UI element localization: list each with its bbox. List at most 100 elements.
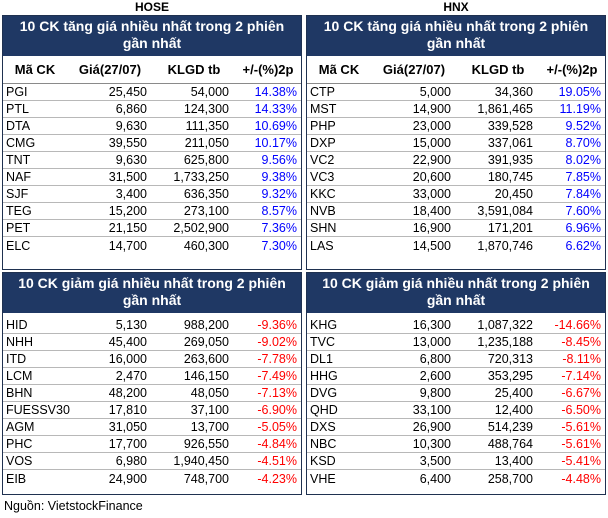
stock-change: 10.69% bbox=[254, 119, 297, 133]
stock-symbol: DL1 bbox=[310, 352, 333, 366]
stock-change: 7.84% bbox=[565, 187, 601, 201]
table-row: SJF 3,400 636,350 9.32% bbox=[3, 186, 301, 203]
hnx-losers-panel: 10 CK giảm giá nhiều nhất trong 2 phiên … bbox=[306, 272, 606, 495]
stock-volume: 273,100 bbox=[183, 204, 229, 218]
stock-volume: 636,350 bbox=[183, 187, 229, 201]
stock-symbol: KKC bbox=[310, 187, 336, 201]
stock-price: 6,980 bbox=[115, 454, 147, 468]
stock-change: 6.96% bbox=[565, 221, 601, 235]
table-row: DL1 6,800 720,313 -8.11% bbox=[307, 351, 605, 368]
stock-symbol: VC2 bbox=[310, 153, 335, 167]
table-row: QHD 33,100 12,400 -6.50% bbox=[307, 402, 605, 419]
stock-volume: 748,700 bbox=[183, 471, 229, 486]
table-body: KHG 16,300 1,087,322 -14.66% TVC 13,000 1,235,… bbox=[307, 317, 605, 487]
stock-price: 25,450 bbox=[108, 85, 147, 99]
table-row: PHP 23,000 339,528 9.52% bbox=[307, 118, 605, 135]
stock-change: -6.90% bbox=[257, 403, 297, 417]
stock-price: 14,700 bbox=[108, 238, 147, 253]
table-row: DXS 26,900 514,239 -5.61% bbox=[307, 419, 605, 436]
stock-symbol: NAF bbox=[6, 170, 31, 184]
stock-change: 9.38% bbox=[261, 170, 297, 184]
table-row: HHG 2,600 353,295 -7.14% bbox=[307, 368, 605, 385]
col-change: +/-(%)2p bbox=[242, 62, 294, 77]
stock-change: -6.50% bbox=[561, 403, 601, 417]
hose-losers-panel: 10 CK giảm giá nhiều nhất trong 2 phiên … bbox=[2, 272, 302, 495]
stock-change: -9.02% bbox=[257, 335, 297, 349]
stock-price: 24,900 bbox=[108, 471, 147, 486]
hnx-gainers-panel: 10 CK tăng giá nhiều nhất trong 2 phiên … bbox=[306, 15, 606, 270]
stock-symbol: LAS bbox=[310, 238, 334, 253]
table-row: TNT 9,630 625,800 9.56% bbox=[3, 152, 301, 169]
stock-change: -4.51% bbox=[257, 454, 297, 468]
stock-volume: 48,050 bbox=[190, 386, 229, 400]
stock-volume: 146,150 bbox=[183, 369, 229, 383]
stock-change: -4.23% bbox=[257, 471, 297, 486]
stock-symbol: CMG bbox=[6, 136, 36, 150]
table-row: VC2 22,900 391,935 8.02% bbox=[307, 152, 605, 169]
stock-price: 9,630 bbox=[115, 153, 147, 167]
table-row: PTL 6,860 124,300 14.33% bbox=[3, 101, 301, 118]
stock-price: 26,900 bbox=[412, 420, 451, 434]
stock-price: 16,900 bbox=[412, 221, 451, 235]
stock-change: -8.45% bbox=[561, 335, 601, 349]
stock-price: 16,000 bbox=[108, 352, 147, 366]
stock-volume: 2,502,900 bbox=[173, 221, 229, 235]
stock-price: 9,630 bbox=[115, 119, 147, 133]
stock-price: 39,550 bbox=[108, 136, 147, 150]
stock-change: -5.61% bbox=[561, 437, 601, 451]
stock-symbol: MST bbox=[310, 102, 337, 116]
stock-price: 22,900 bbox=[412, 153, 451, 167]
table-row: LCM 2,470 146,150 -7.49% bbox=[3, 368, 301, 385]
table-row: NVB 18,400 3,591,084 7.60% bbox=[307, 203, 605, 220]
stock-change: -7.78% bbox=[257, 352, 297, 366]
panel-header: 10 CK tăng giá nhiều nhất trong 2 phiên … bbox=[307, 16, 605, 56]
column-headers: Mã CK Giá(27/07) KLGD tb +/-(%)2p bbox=[307, 56, 605, 84]
stock-price: 31,050 bbox=[108, 420, 147, 434]
stock-change: -7.13% bbox=[257, 386, 297, 400]
stock-symbol: VOS bbox=[6, 454, 33, 468]
col-symbol: Mã CK bbox=[318, 62, 360, 77]
stock-symbol: LCM bbox=[6, 369, 33, 383]
table-row: PHC 17,700 926,550 -4.84% bbox=[3, 436, 301, 453]
table-body: CTP 5,000 34,360 19.05% MST 14,900 1,861,465 11… bbox=[307, 84, 605, 254]
stock-price: 5,000 bbox=[419, 85, 451, 99]
stock-symbol: NBC bbox=[310, 437, 337, 451]
panel-header: 10 CK tăng giá nhiều nhất trong 2 phiên … bbox=[3, 16, 301, 56]
stock-volume: 13,700 bbox=[190, 420, 229, 434]
stock-symbol: TEG bbox=[6, 204, 32, 218]
stock-volume: 3,591,084 bbox=[477, 204, 533, 218]
stock-price: 10,300 bbox=[412, 437, 451, 451]
stock-change: 7.30% bbox=[261, 238, 297, 253]
stock-change: 11.19% bbox=[559, 102, 601, 116]
stock-change: 9.56% bbox=[261, 153, 297, 167]
col-change: +/-(%)2p bbox=[546, 62, 598, 77]
stock-symbol: VC3 bbox=[310, 170, 335, 184]
stock-symbol: HID bbox=[6, 318, 28, 332]
table-row: CMG 39,550 211,050 10.17% bbox=[3, 135, 301, 152]
table-row: VC3 20,600 180,745 7.85% bbox=[307, 169, 605, 186]
stock-price: 6,400 bbox=[419, 471, 451, 486]
table-row: ITD 16,000 263,600 -7.78% bbox=[3, 351, 301, 368]
stock-symbol: DXS bbox=[310, 420, 336, 434]
stock-volume: 25,400 bbox=[494, 386, 533, 400]
table-row: KKC 33,000 20,450 7.84% bbox=[307, 186, 605, 203]
stock-change: -8.11% bbox=[562, 352, 601, 366]
column-headers: Mã CK Giá(27/07) KLGD tb +/-(%)2p bbox=[3, 56, 301, 84]
stock-price: 16,300 bbox=[412, 318, 451, 332]
stock-price: 17,700 bbox=[108, 437, 147, 451]
stock-change: 7.36% bbox=[261, 221, 297, 235]
stock-volume: 12,400 bbox=[494, 403, 533, 417]
stock-volume: 13,400 bbox=[494, 454, 533, 468]
stock-price: 2,600 bbox=[419, 369, 451, 383]
col-price: Giá(27/07) bbox=[382, 62, 446, 77]
table-row: PET 21,150 2,502,900 7.36% bbox=[3, 220, 301, 237]
stock-symbol: BHN bbox=[6, 386, 33, 400]
stock-change: 7.85% bbox=[565, 170, 601, 184]
stock-symbol: PTL bbox=[6, 102, 29, 116]
stock-change: 10.17% bbox=[254, 136, 297, 150]
stock-change: -9.36% bbox=[257, 318, 297, 332]
stock-price: 31,500 bbox=[108, 170, 147, 184]
col-volume: KLGD tb bbox=[167, 62, 221, 77]
stock-price: 18,400 bbox=[412, 204, 451, 218]
table-row: ELC 14,700 460,300 7.30% bbox=[3, 237, 301, 254]
